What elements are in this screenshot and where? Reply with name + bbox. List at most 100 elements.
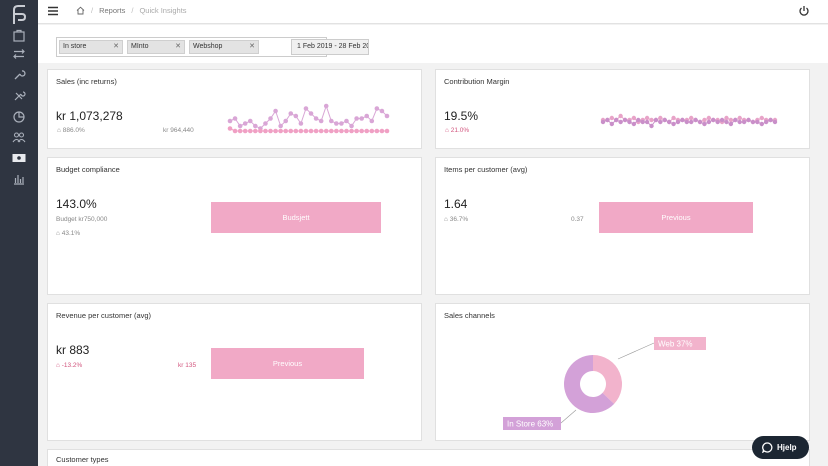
- wrench-icon[interactable]: [12, 68, 26, 82]
- budget-value: 143.0%: [56, 197, 97, 211]
- sales-card: Sales (inc returns) kr 1,073,278 ⌂ 886.0…: [47, 69, 422, 149]
- data-point: [242, 121, 248, 126]
- data-point: [662, 117, 667, 123]
- data-point: [268, 128, 273, 134]
- revenue-compare: kr 135: [178, 362, 197, 369]
- menu-icon[interactable]: [47, 5, 59, 17]
- home-icon[interactable]: [76, 6, 85, 15]
- revenue-change: ⌂ -13.2%: [56, 362, 82, 369]
- data-point: [293, 113, 299, 119]
- data-point: [671, 115, 676, 121]
- remove-chip-icon[interactable]: ✕: [113, 43, 119, 50]
- breadcrumb-reports[interactable]: Reports: [99, 6, 126, 15]
- data-point: [258, 128, 263, 134]
- card-title: Items per customer (avg): [444, 165, 528, 174]
- card-title: Customer types: [56, 455, 109, 464]
- card-title: Revenue per customer (avg): [56, 311, 152, 320]
- budget-change-value: 43.1%: [61, 230, 81, 237]
- trend-icon: ⌂: [56, 230, 62, 237]
- data-point: [359, 116, 364, 121]
- data-point: [253, 128, 258, 134]
- data-point: [273, 108, 278, 114]
- data-point: [719, 117, 725, 123]
- bag-icon[interactable]: [12, 28, 26, 42]
- data-point: [227, 126, 233, 131]
- data-point: [288, 128, 294, 134]
- data-point: [728, 117, 734, 123]
- data-point: [772, 119, 778, 125]
- card-title: Budget compliance: [56, 165, 120, 174]
- donut-label: In Store 63%: [507, 420, 553, 429]
- data-point: [618, 113, 623, 119]
- breadcrumb-separator: /: [91, 6, 94, 15]
- pie-icon[interactable]: [12, 110, 26, 124]
- sales-change: ⌂ 886.0%: [57, 127, 85, 134]
- data-point: [689, 119, 694, 125]
- data-point: [622, 117, 628, 123]
- data-point: [283, 118, 289, 124]
- customer-types-card: Customer types: [47, 449, 810, 466]
- data-point: [711, 117, 716, 123]
- cash-icon[interactable]: [12, 151, 26, 165]
- data-point: [349, 128, 354, 134]
- help-label: Hjelp: [777, 443, 797, 452]
- data-point: [384, 128, 390, 134]
- remove-chip-icon[interactable]: ✕: [175, 43, 181, 50]
- data-point: [227, 118, 233, 124]
- data-point: [318, 128, 324, 134]
- revenue-change-value: -13.2%: [61, 362, 83, 369]
- data-point: [374, 106, 380, 111]
- data-point: [666, 119, 672, 125]
- logo-icon[interactable]: [11, 4, 28, 26]
- data-point: [614, 117, 619, 123]
- data-point: [733, 117, 738, 123]
- users-icon[interactable]: [12, 130, 26, 144]
- data-point: [675, 119, 681, 125]
- data-point: [308, 128, 314, 134]
- data-point: [339, 121, 344, 126]
- breadcrumb-current: Quick Insights: [139, 6, 187, 15]
- help-button[interactable]: Hjelp: [752, 436, 809, 459]
- items-change: ⌂ 36.7%: [444, 216, 468, 223]
- data-point: [313, 128, 319, 134]
- revenue-previous-button[interactable]: Previous: [211, 348, 364, 379]
- data-point: [653, 117, 659, 123]
- data-point: [232, 116, 238, 121]
- data-point: [724, 119, 729, 125]
- transfer-icon[interactable]: [12, 47, 26, 61]
- data-point: [600, 119, 606, 125]
- data-point: [741, 119, 747, 125]
- data-point: [746, 117, 751, 123]
- data-point: [759, 121, 764, 127]
- budget-button[interactable]: Budsjett: [211, 202, 381, 233]
- data-point: [755, 119, 760, 125]
- data-point: [354, 116, 359, 121]
- data-point: [768, 117, 773, 123]
- chip-label: MInto: [131, 43, 149, 50]
- data-point: [268, 116, 273, 121]
- bar-chart-icon[interactable]: [12, 172, 26, 186]
- data-point: [671, 121, 676, 127]
- data-point: [288, 111, 294, 116]
- data-point: [237, 123, 243, 129]
- items-value: 1.64: [444, 197, 468, 211]
- data-point: [247, 128, 253, 134]
- items-previous-button[interactable]: Previous: [599, 202, 753, 233]
- channel-filter-input[interactable]: In store ✕ MInto ✕ Webshop ✕: [56, 37, 327, 57]
- data-point: [339, 128, 344, 134]
- remove-chip-icon[interactable]: ✕: [249, 43, 255, 50]
- donut-slice-web: [593, 355, 622, 404]
- data-point: [684, 119, 689, 125]
- channels-card: Sales channels Web 37% In Store 63%: [435, 303, 810, 441]
- data-point: [328, 118, 334, 124]
- data-point: [759, 115, 764, 121]
- date-range-picker[interactable]: 1 Feb 2019 - 28 Feb 20: [291, 39, 369, 55]
- data-point: [328, 128, 334, 134]
- items-compare: 0.37: [571, 216, 584, 223]
- trend-icon: ⌂: [445, 127, 451, 134]
- sales-sparkline: [227, 103, 390, 134]
- chip-label: Webshop: [193, 43, 223, 50]
- data-point: [640, 119, 645, 125]
- power-icon[interactable]: [798, 5, 810, 17]
- tools-icon[interactable]: [12, 89, 26, 103]
